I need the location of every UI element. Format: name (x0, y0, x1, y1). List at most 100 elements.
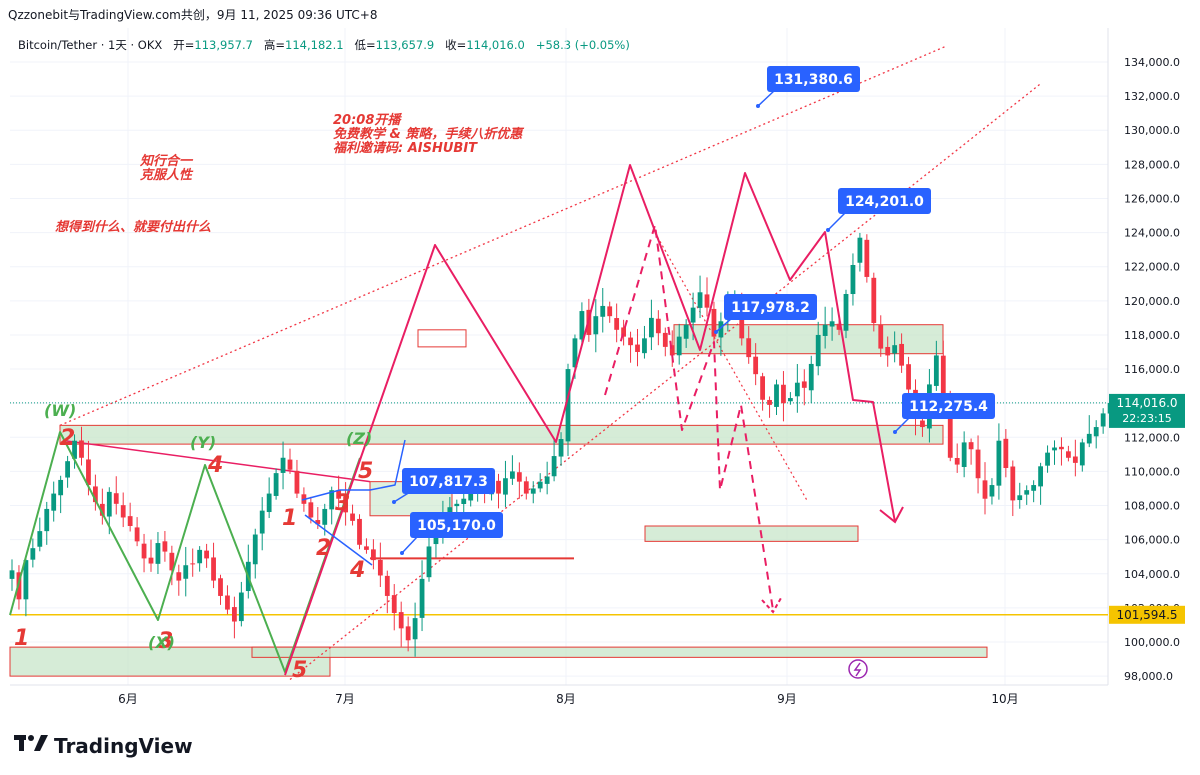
yellow-level-tag (1109, 605, 1185, 624)
candle-body (9, 570, 15, 579)
open-value: 113,957.7 (194, 38, 253, 52)
callout-box (767, 66, 860, 92)
support-resistance-zones (9, 324, 988, 677)
candle-body (572, 338, 578, 368)
candle-body (878, 325, 884, 349)
time-tick-label: 7月 (335, 692, 355, 706)
candle-body (864, 239, 870, 277)
callout-text: 107,817.3 (409, 474, 488, 490)
candle-body (961, 442, 967, 467)
candle-body (871, 277, 877, 323)
candle-body (155, 543, 161, 564)
price-callouts: 131,380.6 124,201.0 117,978.2 112,275.4 107,… (392, 66, 995, 555)
high-label: 高= (263, 38, 286, 52)
candle-body (190, 563, 196, 565)
candle-body (1010, 466, 1016, 501)
candle-body (885, 346, 891, 356)
annotation-title-line: 福利邀请码: AISHUBIT (333, 140, 478, 156)
candle-body (232, 607, 237, 622)
wave-label-red: 5 (292, 658, 307, 683)
lightning-icon (848, 659, 868, 679)
callout-pointer (715, 317, 733, 333)
candle-body (37, 531, 43, 547)
candle-body (252, 534, 258, 565)
candle-body (808, 363, 814, 391)
candle-body (614, 318, 620, 330)
candle-body (899, 343, 904, 366)
candle-body (197, 549, 203, 564)
time-tick-label: 8月 (556, 692, 576, 706)
candle-body (843, 294, 849, 331)
callout-dot (400, 551, 404, 555)
candle-body (781, 384, 786, 404)
support-zone (644, 525, 859, 542)
candle-body (628, 337, 633, 346)
candle-body (364, 546, 369, 550)
price-tick-label: 106,000.0 (1124, 534, 1180, 547)
tradingview-brand[interactable]: TradingView (14, 733, 193, 759)
candle-body (1052, 447, 1057, 451)
candle-body (1038, 466, 1043, 487)
callout-dot (826, 228, 830, 232)
candle-body (655, 318, 661, 334)
price-tick-label: 120,000.0 (1124, 295, 1180, 308)
candle-body (377, 559, 383, 576)
price-tick-label: 130,000.0 (1124, 124, 1180, 137)
callout-pointer (894, 416, 911, 433)
candle-body (44, 508, 50, 532)
candle-body (975, 449, 981, 479)
wave-label-green: (Y) (190, 433, 216, 452)
candle-body (1059, 446, 1064, 450)
candle-body (315, 520, 321, 525)
candle-body (266, 493, 272, 513)
wave-label-red: 2 (60, 426, 75, 451)
candle-body (801, 381, 807, 388)
candle-body (426, 546, 432, 578)
price-tick-label: 126,000.0 (1124, 192, 1180, 205)
candle-body (141, 543, 147, 559)
candle-body (148, 557, 154, 564)
candle-body (704, 294, 710, 308)
candle-body (419, 578, 425, 618)
callout-box (838, 188, 931, 214)
candle-body (238, 592, 244, 622)
callout-text: 131,380.6 (774, 72, 853, 88)
candle-body (308, 502, 314, 518)
price-tick-label: 134,000.0 (1124, 56, 1180, 69)
candle-body (51, 493, 57, 511)
descending-line (654, 232, 809, 503)
candle-body (405, 626, 411, 641)
open-label: 开= (173, 38, 195, 52)
price-tick-label: 110,000.0 (1124, 465, 1180, 478)
annotation-motto: 知行合一 (139, 153, 194, 169)
candle-body (635, 344, 640, 352)
wave-label-red: 2 (316, 536, 331, 561)
candle-body (642, 338, 647, 354)
candle-body (794, 382, 800, 397)
candle-body (1031, 485, 1037, 491)
candle-body (1045, 452, 1050, 466)
wave-label-red: 3 (158, 629, 173, 654)
candle-body (503, 478, 508, 495)
resistance-zone (417, 329, 467, 348)
price-tick-label: 132,000.0 (1124, 90, 1180, 103)
candle-body (676, 336, 682, 356)
dashed-wave-path (604, 224, 774, 611)
current-price-label: 114,016.0 (1116, 396, 1177, 410)
candle-body (947, 398, 953, 458)
candle-body (336, 490, 342, 499)
candle-body (1100, 413, 1106, 427)
candle-body (989, 485, 995, 497)
candle-body (204, 550, 209, 559)
arrow-head (879, 506, 904, 524)
candle-body (906, 364, 911, 390)
candle-body (829, 321, 835, 327)
candle-body (774, 384, 779, 407)
candle-body (1079, 442, 1085, 466)
annotation-title-line: 20:08开播 (333, 112, 402, 128)
candle-body (753, 356, 759, 375)
green-wave-path (9, 431, 361, 673)
candle-body (718, 321, 724, 338)
symbol-name[interactable]: Bitcoin/Tether · 1天 · OKX (18, 38, 163, 52)
